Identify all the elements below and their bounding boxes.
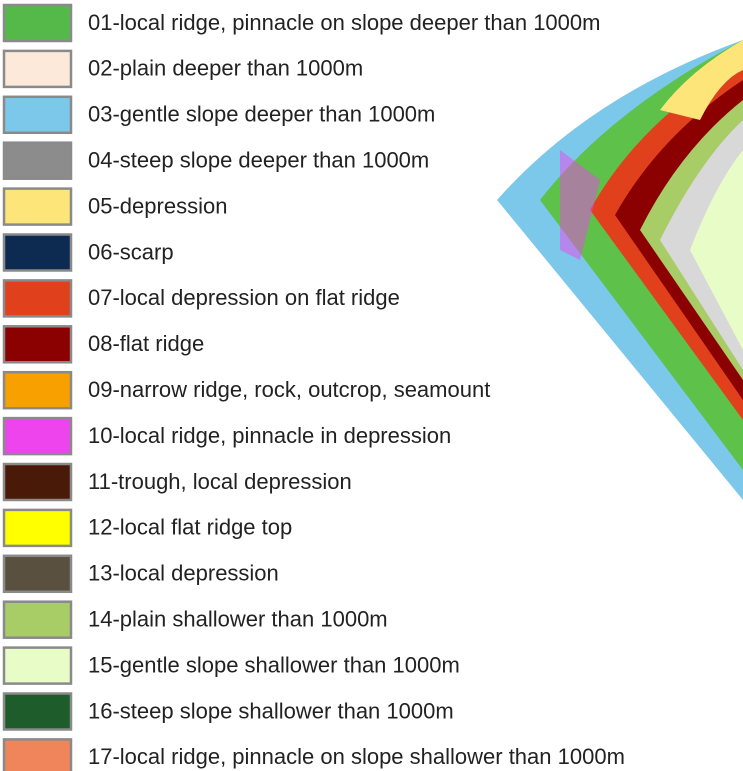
legend-label: 11-trough, local depression — [88, 469, 352, 494]
legend-swatch — [4, 235, 71, 271]
legend-label: 13-local depression — [88, 561, 279, 586]
legend-label: 09-narrow ridge, rock, outcrop, seamount — [88, 377, 490, 402]
legend-label: 04-steep slope deeper than 1000m — [88, 148, 429, 173]
legend-label: 03-gentle slope deeper than 1000m — [88, 102, 435, 127]
legend-swatch — [4, 51, 71, 87]
legend-item: 02-plain deeper than 1000m — [4, 51, 363, 87]
legend-label: 06-scarp — [88, 239, 174, 264]
legend-label: 02-plain deeper than 1000m — [88, 56, 363, 81]
legend-label: 10-local ridge, pinnacle in depression — [88, 423, 451, 448]
legend-item: 17-local ridge, pinnacle on slope shallo… — [4, 739, 625, 771]
legend-swatch — [4, 143, 71, 179]
legend-item: 13-local depression — [4, 556, 279, 592]
legend-swatch — [4, 694, 71, 730]
legend-swatch — [4, 5, 71, 41]
legend-label: 07-local depression on flat ridge — [88, 285, 400, 310]
legend-item: 07-local depression on flat ridge — [4, 280, 400, 316]
legend-item: 14-plain shallower than 1000m — [4, 602, 388, 638]
legend-label: 17-local ridge, pinnacle on slope shallo… — [88, 744, 625, 769]
legend-label: 05-depression — [88, 193, 227, 218]
legend-item: 08-flat ridge — [4, 326, 204, 362]
legend-item: 15-gentle slope shallower than 1000m — [4, 648, 460, 684]
legend-swatch — [4, 280, 71, 316]
map-fan — [480, 30, 743, 510]
legend-item: 11-trough, local depression — [4, 464, 352, 500]
legend-label: 14-plain shallower than 1000m — [88, 607, 388, 632]
legend-label: 01-local ridge, pinnacle on slope deeper… — [88, 10, 600, 35]
legend-item: 05-depression — [4, 189, 227, 225]
legend-item: 10-local ridge, pinnacle in depression — [4, 418, 451, 454]
legend-swatch — [4, 648, 71, 684]
legend-swatch — [4, 602, 71, 638]
legend-item: 12-local flat ridge top — [4, 510, 292, 546]
legend-swatch — [4, 556, 71, 592]
legend-swatch — [4, 326, 71, 362]
legend-label: 16-steep slope shallower than 1000m — [88, 698, 454, 723]
map-legend-figure: 01-local ridge, pinnacle on slope deeper… — [0, 0, 743, 771]
legend-item: 16-steep slope shallower than 1000m — [4, 694, 454, 730]
legend-swatch — [4, 418, 71, 454]
legend-label: 08-flat ridge — [88, 331, 204, 356]
legend-swatch — [4, 510, 71, 546]
legend-swatch — [4, 464, 71, 500]
legend-swatch — [4, 189, 71, 225]
legend-item: 01-local ridge, pinnacle on slope deeper… — [4, 5, 600, 41]
legend-label: 15-gentle slope shallower than 1000m — [88, 652, 460, 677]
legend: 01-local ridge, pinnacle on slope deeper… — [4, 5, 625, 771]
legend-label: 12-local flat ridge top — [88, 515, 292, 540]
legend-item: 04-steep slope deeper than 1000m — [4, 143, 429, 179]
legend-swatch — [4, 97, 71, 133]
page: {"legend": {"items": [ {"label": "01-loc… — [0, 0, 743, 771]
legend-swatch — [4, 739, 71, 771]
legend-swatch — [4, 372, 71, 408]
legend-item: 03-gentle slope deeper than 1000m — [4, 97, 435, 133]
legend-item: 09-narrow ridge, rock, outcrop, seamount — [4, 372, 490, 408]
legend-item: 06-scarp — [4, 235, 174, 271]
